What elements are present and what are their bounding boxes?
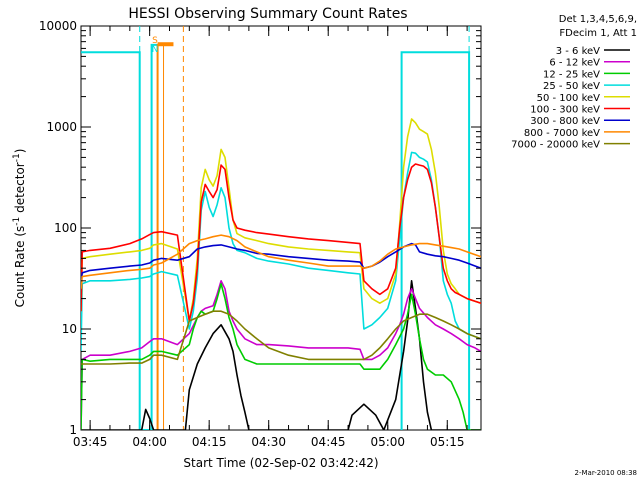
chart-title: HESSI Observing Summary Count Rates [128,6,407,22]
series-line-7000-20000-kev [81,310,481,365]
legend-label-7000-20000-kev: 7000 - 20000 keV [511,140,600,151]
y-tick-label: 100 [54,221,77,235]
y-tick-label: 10000 [39,19,77,33]
y-tick-label: 10 [62,322,77,336]
series-line-12-25-kev [81,283,481,430]
cyan-flag-step-2 [400,51,471,430]
x-axis-label: Start Time (02-Sep-02 03:42:42) [183,456,378,470]
axes: 1 10 100 1000 10000 03:45 04:00 04:15 04:30 04:45… [39,19,481,449]
y-axis-label-mid: detector [13,162,27,217]
legend: Det 1,3,4,5,6,9, FDecim 1, Att 1 3 - 6 k… [511,14,637,151]
series-line-6-12-kev [81,280,481,430]
series-line-800-7000-kev [81,234,481,289]
series-line-100-300-kev [81,163,481,322]
timestamp: 2-Mar-2010 08:38 [575,469,637,477]
y-tick-label: 1 [69,423,77,437]
legend-label-100-300-kev: 100 - 300 keV [530,105,600,116]
x-tick-label: 05:00 [370,435,405,449]
plot-area [81,26,481,430]
legend-header-line-2: FDecim 1, Att 1 [559,28,637,39]
cyan-flag-step-1 [81,43,166,430]
y-axis-label-sup1: -1 [12,217,22,226]
legend-label-50-100-kev: 50 - 100 keV [537,93,601,104]
y-axis-label: Count Rate (s-1 detector-1) [12,149,27,308]
legend-label-12-25-kev: 12 - 25 keV [543,69,600,80]
legend-label-300-800-kev: 300 - 800 keV [530,116,600,127]
legend-label-800-7000-kev: 800 - 7000 keV [524,128,600,139]
legend-header-line-1: Det 1,3,4,5,6,9, [559,14,637,25]
plot-series-group [81,26,481,430]
x-tick-label: 03:45 [73,435,108,449]
x-tick-label: 04:45 [311,435,346,449]
plot-frame [80,25,482,431]
flag-label-s: S [152,36,158,46]
y-axis-label-end: ) [13,149,27,154]
y-axis-label-main: Count Rate (s [13,226,27,308]
series-line-50-100-kev [81,118,481,322]
x-tick-label: 04:00 [132,435,167,449]
series-line-3-6-kev [81,280,481,430]
x-tick-label: 05:15 [430,435,465,449]
y-axis-label-sup2: -1 [12,153,22,162]
y-tick-label: 1000 [46,120,77,134]
flag-label-n: N [152,45,159,55]
x-tick-label: 04:30 [251,435,286,449]
x-tick-label: 04:15 [192,435,227,449]
series-line-300-800-kev [81,242,481,284]
legend-label-25-50-kev: 25 - 50 keV [543,81,600,92]
legend-label-3-6-kev: 3 - 6 keV [556,46,600,57]
legend-label-6-12-kev: 6 - 12 keV [549,58,600,69]
